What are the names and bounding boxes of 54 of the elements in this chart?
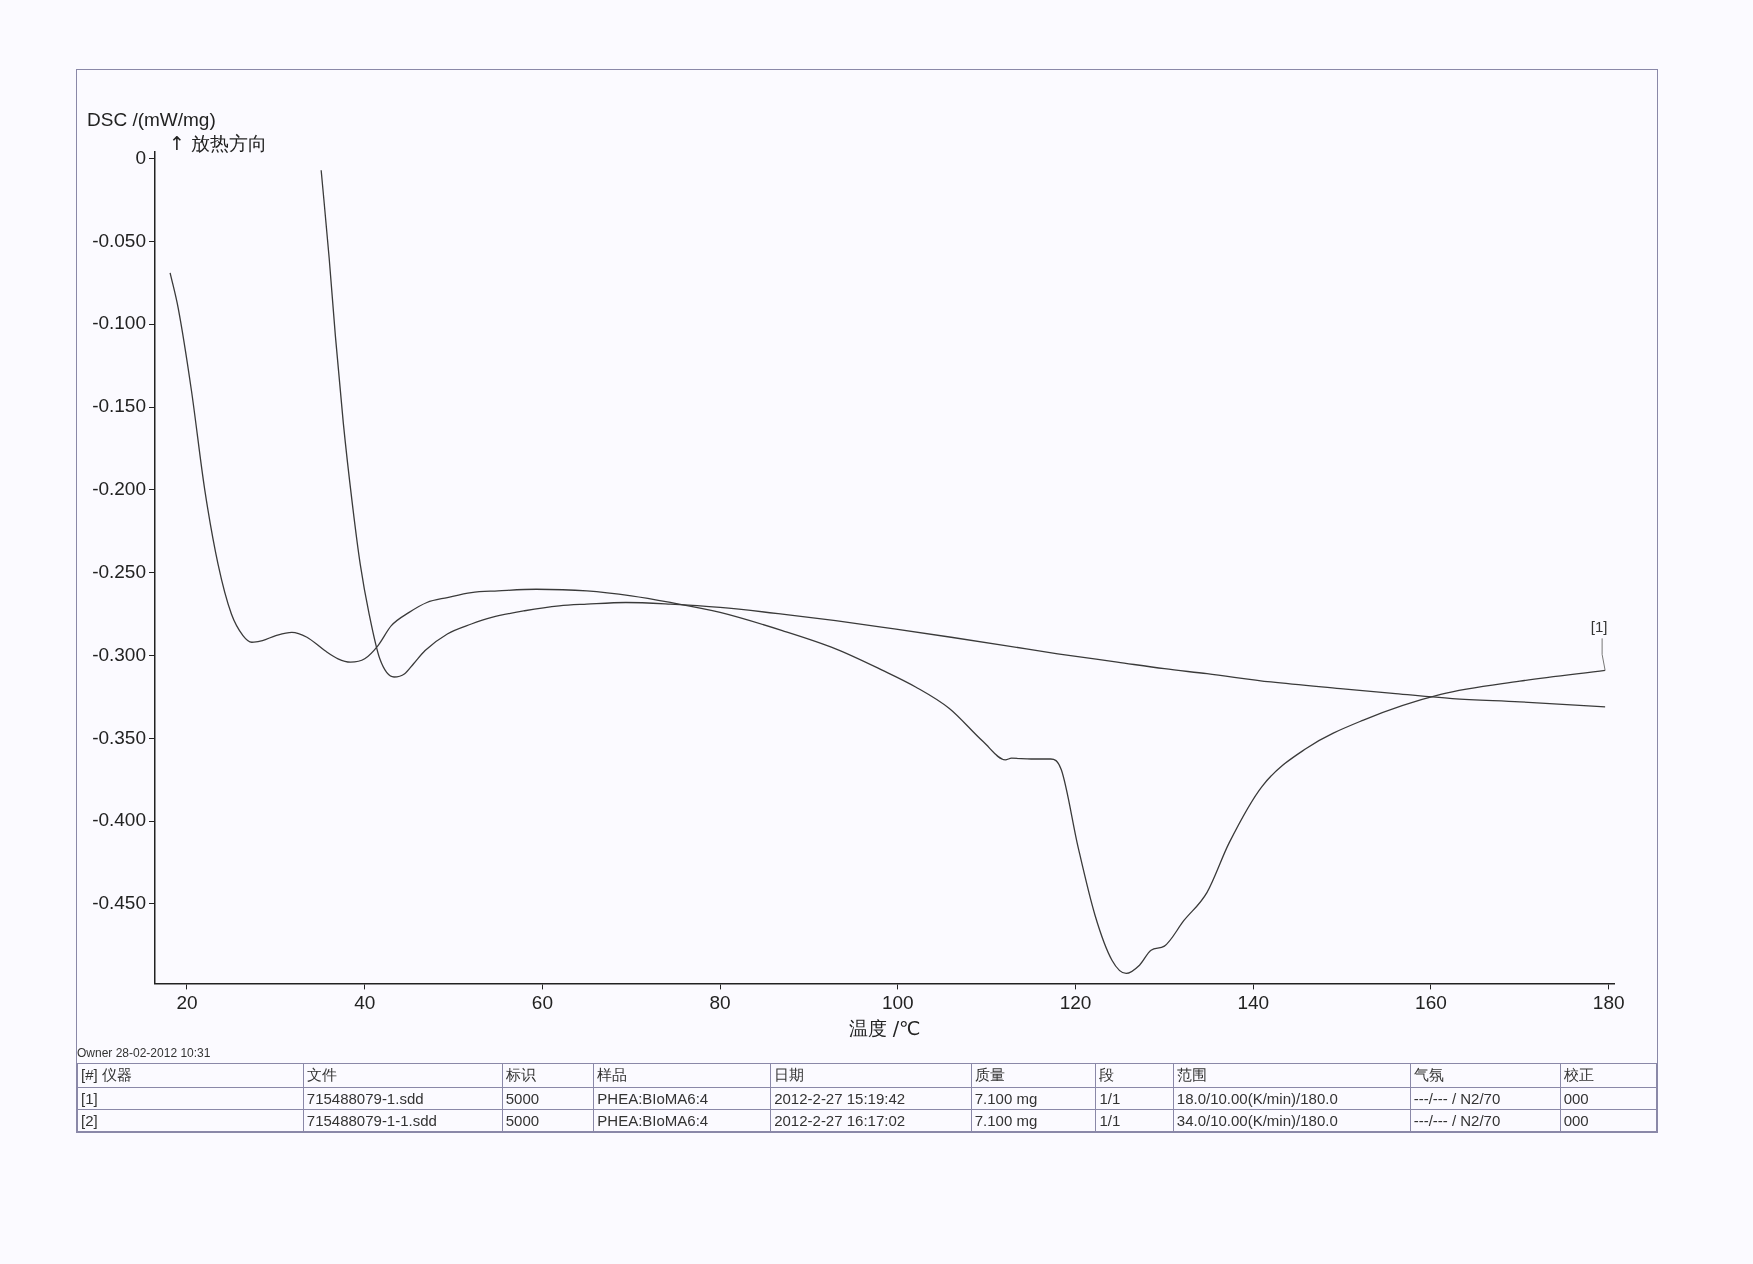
text: 715488079-1-1.sdd	[303, 1109, 503, 1132]
text: 18.0/10.00(K/min)/180.0	[1173, 1087, 1411, 1110]
text: [1]	[1590, 618, 1608, 636]
annotation: ↑ 放热方向	[169, 132, 267, 154]
text: 34.0/10.00(K/min)/180.0	[1173, 1109, 1411, 1132]
text: 段	[1095, 1063, 1174, 1088]
x-tick-label: 40	[354, 992, 376, 1014]
text: [#] 仪器	[77, 1063, 304, 1088]
text: 715488079-1.sdd	[303, 1087, 503, 1110]
text: 日期	[770, 1063, 972, 1088]
y-tick-label: -0.450	[92, 892, 146, 914]
text: 样品	[593, 1063, 771, 1088]
x-tick-label: 160	[1415, 992, 1447, 1014]
y-tick-label: -0.400	[92, 809, 146, 831]
y-tick-label: 0	[135, 146, 146, 168]
x-axis-title: 温度 /℃	[848, 1016, 921, 1039]
text: PHEA:BIoMA6:4	[593, 1109, 771, 1132]
text: Owner 28-02-2012 10:31	[77, 1046, 211, 1060]
y-tick-label: -0.200	[92, 478, 146, 500]
text: 范围	[1173, 1063, 1411, 1088]
y-tick-label: -0.100	[92, 312, 146, 334]
y-tick-label: -0.300	[92, 643, 146, 665]
x-tick-label: 80	[709, 992, 731, 1014]
y-tick-label: -0.050	[92, 229, 146, 251]
x-tick-label: 120	[1059, 992, 1092, 1014]
x-tick-label: 20	[176, 992, 198, 1014]
text: PHEA:BIoMA6:4	[593, 1087, 771, 1110]
text: 000	[1560, 1087, 1657, 1110]
x-tick-label: 180	[1592, 992, 1625, 1014]
x-tick-label: 140	[1237, 992, 1270, 1014]
text: 2012-2-27 15:19:42	[770, 1087, 972, 1110]
text: 标识	[502, 1063, 594, 1088]
text: ---/--- / N2/70	[1410, 1087, 1561, 1110]
text: 7.100 mg	[971, 1087, 1096, 1110]
text: 5000	[502, 1087, 594, 1110]
text: [1]	[77, 1087, 304, 1110]
text: 校正	[1560, 1063, 1657, 1088]
x-tick-label: 100	[881, 992, 914, 1014]
y-tick-label: -0.350	[92, 726, 146, 748]
y-tick-label: -0.150	[92, 395, 146, 417]
text: 1/1	[1095, 1087, 1174, 1110]
text: 000	[1560, 1109, 1657, 1132]
text: [2]	[77, 1109, 304, 1132]
text: 5000	[502, 1109, 594, 1132]
text: 1/1	[1095, 1109, 1174, 1132]
text: ---/--- / N2/70	[1410, 1109, 1561, 1132]
text: 气氛	[1410, 1063, 1561, 1088]
text: 文件	[303, 1063, 503, 1088]
y-tick-label: -0.250	[92, 560, 146, 582]
text: 质量	[971, 1063, 1096, 1088]
text: 7.100 mg	[971, 1109, 1096, 1132]
text: 2012-2-27 16:17:02	[770, 1109, 972, 1132]
x-tick-label: 60	[531, 992, 553, 1014]
y-axis-title: DSC /(mW/mg)	[87, 109, 216, 130]
